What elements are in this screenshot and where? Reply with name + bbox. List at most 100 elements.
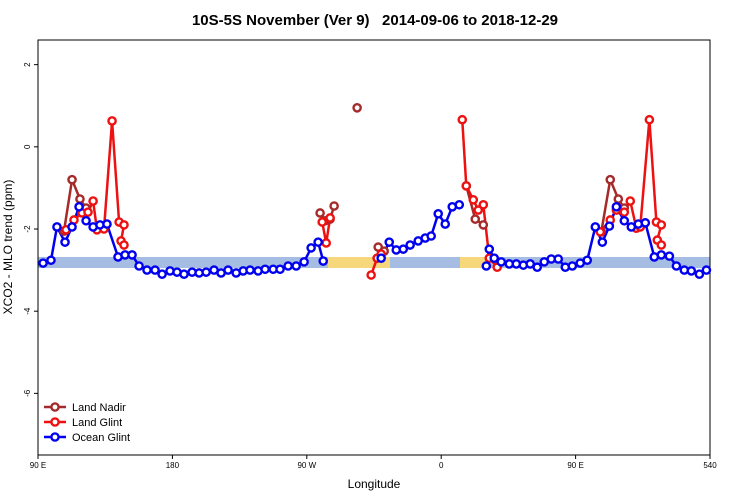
point [473, 205, 484, 215]
point [299, 257, 309, 267]
point [553, 254, 564, 264]
point [590, 222, 601, 232]
point [283, 261, 293, 271]
y-tick-label: -6 [23, 389, 32, 397]
point [275, 264, 285, 275]
point [142, 265, 152, 275]
point [127, 250, 137, 260]
plot-frame [37, 39, 711, 456]
point [313, 237, 323, 247]
point [605, 174, 616, 185]
point [384, 237, 395, 247]
point [671, 261, 682, 271]
point [440, 219, 451, 229]
land-band [328, 257, 390, 268]
point [306, 243, 316, 253]
point [83, 207, 93, 217]
y-tick-label: 2 [23, 62, 32, 67]
point [644, 114, 655, 125]
x-tick-label: 180 [166, 461, 180, 470]
point [664, 251, 675, 261]
point [67, 222, 77, 232]
point [656, 220, 667, 230]
legend-marker [50, 432, 60, 442]
point [352, 102, 362, 113]
chart-title: 10S-5S November (Ver 9) 2014-09-06 to 20… [192, 12, 558, 29]
point [619, 215, 630, 226]
point [88, 196, 98, 206]
point [619, 207, 630, 217]
point [134, 261, 144, 271]
point [74, 202, 84, 212]
x-tick-label: 90 E [30, 461, 46, 470]
y-axis-label: XCO2 - MLO trend (ppm) [1, 180, 15, 315]
point [496, 257, 507, 267]
legend-label: Land Nadir [72, 402, 126, 414]
point [567, 261, 578, 271]
series-line [62, 175, 626, 253]
point [433, 209, 444, 219]
point [656, 240, 667, 250]
point [60, 237, 70, 247]
point [179, 269, 189, 280]
point [468, 195, 479, 205]
point [597, 237, 608, 247]
point [119, 220, 129, 230]
x-tick-label: 540 [703, 461, 717, 470]
point [478, 199, 489, 210]
x-tick-label: 0 [439, 461, 444, 470]
legend-label: Land Glint [72, 417, 122, 429]
point [611, 202, 622, 212]
y-tick-label: -4 [23, 307, 32, 315]
point [489, 253, 500, 263]
point [366, 270, 376, 280]
point [318, 256, 329, 266]
point [405, 240, 415, 250]
legend-marker [50, 402, 60, 412]
point [582, 255, 593, 266]
point [315, 208, 325, 218]
point [223, 265, 233, 275]
point [613, 194, 624, 204]
point [686, 266, 697, 276]
point [640, 218, 651, 228]
point [81, 215, 91, 226]
point [478, 220, 489, 230]
point [461, 181, 472, 191]
point [481, 261, 492, 271]
point [46, 255, 56, 266]
point [694, 269, 705, 280]
point [67, 174, 77, 185]
land-band [460, 257, 488, 268]
point [150, 265, 160, 275]
x-tick-label: 90 E [567, 461, 583, 470]
point [321, 238, 332, 248]
point [376, 253, 386, 263]
point [52, 222, 62, 232]
point [625, 196, 636, 206]
point [245, 265, 255, 275]
point [119, 240, 129, 250]
point [317, 217, 327, 227]
point [701, 265, 712, 275]
legend-marker [50, 417, 60, 427]
point [457, 114, 468, 125]
point [201, 267, 211, 277]
point [157, 269, 167, 280]
point [398, 244, 409, 254]
point [107, 116, 117, 126]
x-axis-label: Longitude [348, 477, 401, 491]
point [656, 250, 667, 260]
point [470, 214, 481, 224]
point [38, 258, 48, 268]
legend-label: Ocean Glint [72, 432, 130, 444]
point [291, 261, 301, 271]
y-tick-label: -2 [23, 225, 32, 233]
point [329, 201, 339, 211]
y-tick-label: 0 [23, 144, 32, 149]
point [532, 262, 543, 273]
point [426, 231, 436, 241]
point [260, 264, 270, 275]
point [102, 219, 112, 229]
